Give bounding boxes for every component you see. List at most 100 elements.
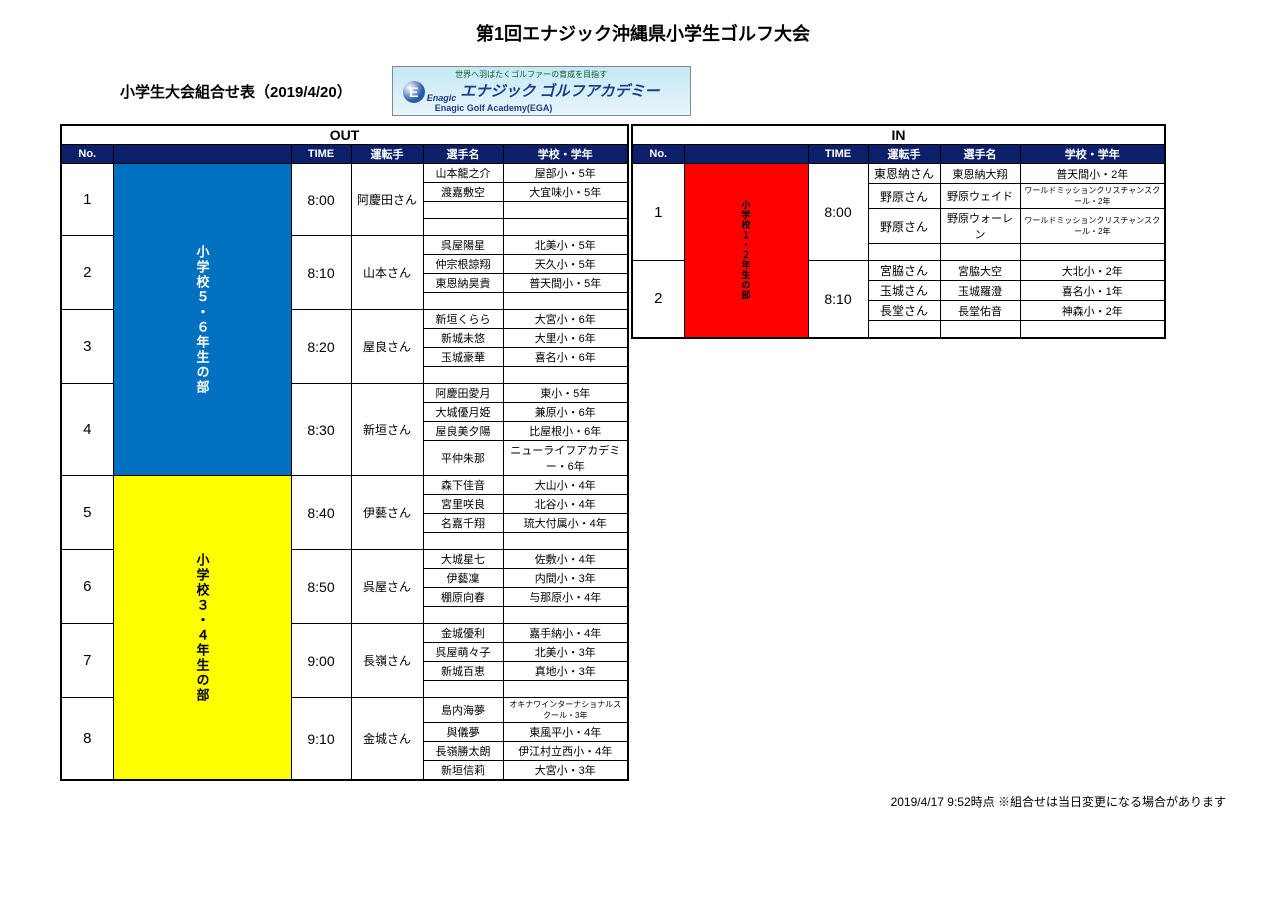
group-no: 1: [632, 164, 684, 261]
driver-cell: 山本さん: [351, 236, 423, 310]
player-name: 玉城豪華: [423, 348, 503, 367]
player-school: 内間小・3年: [503, 569, 628, 588]
player-name: [423, 293, 503, 310]
driver-cell: 野原さん: [868, 184, 940, 209]
player-school: 普天間小・5年: [503, 274, 628, 293]
player-name: [940, 321, 1020, 338]
player-school: [503, 533, 628, 550]
player-school: 大里小・6年: [503, 329, 628, 348]
time-cell: 8:10: [808, 261, 868, 338]
col-driver: 運転手: [868, 145, 940, 164]
player-name: 宮脇大空: [940, 261, 1020, 281]
player-name: [423, 202, 503, 219]
driver-cell: 長堂さん: [868, 301, 940, 321]
col-driver: 運転手: [351, 145, 423, 164]
time-cell: 8:50: [291, 550, 351, 624]
player-school: 神森小・2年: [1020, 301, 1165, 321]
col-time: TIME: [808, 145, 868, 164]
out-table: OUT No. TIME 運転手 選手名 学校・学年 1小学校５・６年生の部8:…: [60, 124, 629, 781]
player-school: 琉大付属小・4年: [503, 514, 628, 533]
player-name: [423, 533, 503, 550]
player-school: [503, 367, 628, 384]
time-cell: 9:00: [291, 624, 351, 698]
driver-cell: 玉城さん: [868, 281, 940, 301]
logo-main: EEnagic エナジック ゴルフアカデミー: [403, 80, 660, 103]
player-name: 新城未悠: [423, 329, 503, 348]
player-name: 金城優利: [423, 624, 503, 643]
out-header: OUT: [61, 125, 628, 145]
player-name: 宮里咲良: [423, 495, 503, 514]
player-name: 與儀夢: [423, 723, 503, 742]
group-no: 3: [61, 310, 113, 384]
player-name: 渡嘉敷空: [423, 183, 503, 202]
driver-cell: 野原さん: [868, 209, 940, 244]
driver-cell: 呉屋さん: [351, 550, 423, 624]
subtitle-row: 小学生大会組合せ表（2019/4/20） 世界へ羽ばたくゴルファーの育成を目指す…: [60, 66, 1226, 116]
player-school: 屋部小・5年: [503, 164, 628, 183]
player-name: [423, 681, 503, 698]
driver-cell: 長嶺さん: [351, 624, 423, 698]
player-name: 長堂佑音: [940, 301, 1020, 321]
player-name: 大城星七: [423, 550, 503, 569]
player-school: 大山小・4年: [503, 476, 628, 495]
player-name: 阿慶田愛月: [423, 384, 503, 403]
player-name: 平仲朱那: [423, 441, 503, 476]
player-school: 天久小・5年: [503, 255, 628, 274]
logo-en: Enagic Golf Academy(EGA): [435, 103, 660, 113]
col-no: No.: [61, 145, 113, 164]
player-name: 呉屋陽星: [423, 236, 503, 255]
player-school: 真地小・3年: [503, 662, 628, 681]
player-school: [503, 202, 628, 219]
player-name: 新城百恵: [423, 662, 503, 681]
logo-tagline: 世界へ羽ばたくゴルファーの育成を目指す: [403, 69, 660, 80]
player-school: 普天間小・2年: [1020, 164, 1165, 184]
group-no: 4: [61, 384, 113, 476]
player-school: [503, 607, 628, 624]
player-school: 大宮小・3年: [503, 761, 628, 781]
player-name: 野原ウォーレン: [940, 209, 1020, 244]
player-school: 大宮小・6年: [503, 310, 628, 329]
driver-cell: 金城さん: [351, 698, 423, 781]
group-no: 8: [61, 698, 113, 781]
player-name: 棚原向春: [423, 588, 503, 607]
player-name: 仲宗根諒翔: [423, 255, 503, 274]
player-school: 北美小・5年: [503, 236, 628, 255]
player-name: 長嶺勝太朗: [423, 742, 503, 761]
player-name: [423, 367, 503, 384]
col-cat: [113, 145, 291, 164]
time-cell: 8:30: [291, 384, 351, 476]
player-name: 東恩納大翔: [940, 164, 1020, 184]
player-name: 野原ウェイド: [940, 184, 1020, 209]
col-no: No.: [632, 145, 684, 164]
player-school: ニューライフアカデミー・6年: [503, 441, 628, 476]
player-name: [940, 244, 1020, 261]
in-header: IN: [632, 125, 1165, 145]
in-table: IN No. TIME 運転手 選手名 学校・学年 1小学校１・２年生の部8:0…: [631, 124, 1166, 339]
player-school: 喜名小・6年: [503, 348, 628, 367]
group-no: 2: [632, 261, 684, 338]
col-school: 学校・学年: [1020, 145, 1165, 164]
player-school: 大北小・2年: [1020, 261, 1165, 281]
driver-cell: 新垣さん: [351, 384, 423, 476]
footer-note: 2019/4/17 9:52時点 ※組合せは当日変更になる場合があります: [60, 793, 1226, 810]
player-school: 東小・5年: [503, 384, 628, 403]
group-no: 7: [61, 624, 113, 698]
time-cell: 9:10: [291, 698, 351, 781]
player-name: 大城優月姫: [423, 403, 503, 422]
player-name: [423, 607, 503, 624]
group-no: 5: [61, 476, 113, 550]
time-cell: 8:00: [808, 164, 868, 261]
player-name: 新垣信莉: [423, 761, 503, 781]
player-school: 北谷小・4年: [503, 495, 628, 514]
player-school: 嘉手納小・4年: [503, 624, 628, 643]
player-school: [503, 293, 628, 310]
group-no: 2: [61, 236, 113, 310]
col-player: 選手名: [940, 145, 1020, 164]
player-name: 新垣くらら: [423, 310, 503, 329]
player-name: 森下佳音: [423, 476, 503, 495]
driver-cell: [868, 244, 940, 261]
player-school: オキナワインターナショナルスクール・3年: [503, 698, 628, 723]
player-school: [503, 219, 628, 236]
player-school: ワールドミッションクリスチャンスクール・2年: [1020, 209, 1165, 244]
player-name: 呉屋萌々子: [423, 643, 503, 662]
